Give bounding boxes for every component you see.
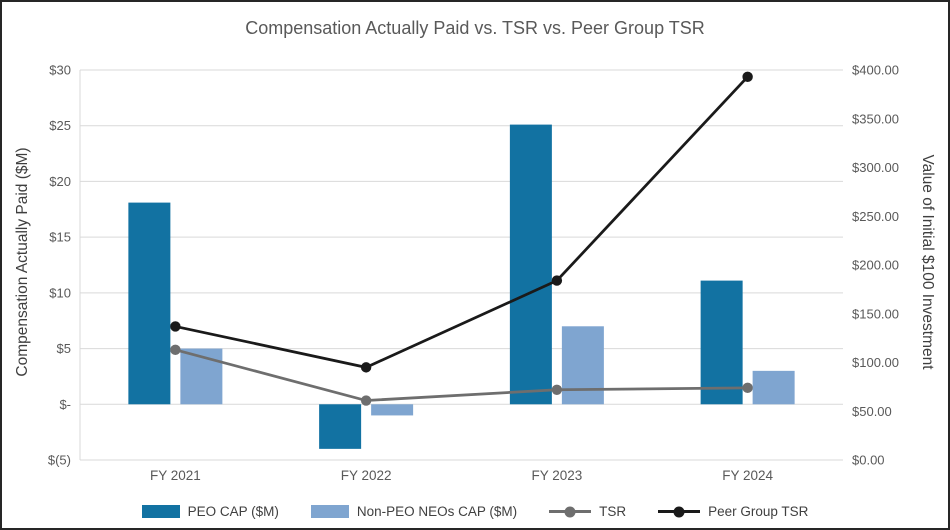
marker-peer-group-tsr (742, 71, 753, 83)
x-tick-label: FY 2021 (150, 468, 201, 483)
marker-peer-group-tsr (551, 275, 563, 286)
left-tick-label: $- (59, 397, 71, 412)
right-tick-label: $350.00 (852, 111, 899, 126)
bar-peo-cap-m- (700, 280, 743, 405)
legend: PEO CAP ($M) Non-PEO NEOs CAP ($M) TSR P… (2, 504, 948, 519)
x-tick-label: FY 2024 (722, 468, 773, 483)
legend-label-peer-group-tsr: Peer Group TSR (708, 504, 809, 519)
marker-tsr (360, 395, 372, 406)
right-tick-label: $300.00 (852, 160, 899, 175)
legend-label-tsr: TSR (599, 504, 627, 519)
marker-tsr (170, 344, 181, 356)
line-peer-group-tsr (175, 75, 749, 369)
peo-cap-swatch-icon (141, 505, 180, 518)
legend-item-peer-group-tsr: Peer Group TSR (658, 504, 808, 519)
right-tick-label: $100.00 (852, 355, 899, 370)
bar-peo-cap-m- (319, 404, 362, 449)
right-tick-label: $150.00 (852, 306, 899, 321)
right-tick-label: $0.00 (852, 453, 885, 468)
x-tick-label: FY 2023 (531, 468, 582, 483)
left-tick-label: $30 (49, 63, 71, 78)
legend-item-peo-cap: PEO CAP ($M) (141, 504, 279, 519)
x-tick-label: FY 2022 (341, 468, 392, 483)
bar-non-peo-neos-cap-m- (752, 370, 795, 405)
right-tick-label: $250.00 (852, 209, 899, 224)
marker-peer-group-tsr (360, 362, 372, 373)
non-peo-cap-swatch-icon (310, 505, 349, 518)
right-tick-label: $400.00 (852, 63, 899, 78)
left-tick-label: $20 (49, 174, 71, 189)
left-tick-label: $15 (49, 230, 71, 245)
marker-tsr (551, 384, 563, 395)
bar-peo-cap-m- (128, 202, 171, 405)
legend-item-tsr: TSR (549, 504, 626, 519)
bar-peo-cap-m- (509, 124, 552, 405)
legend-label-non-peo-cap: Non-PEO NEOs CAP ($M) (356, 504, 518, 519)
legend-item-non-peo-cap: Non-PEO NEOs CAP ($M) (310, 504, 518, 519)
right-tick-label: $50.00 (852, 404, 892, 419)
peer-group-tsr-line-swatch-icon (658, 505, 701, 518)
bar-non-peo-neos-cap-m- (371, 404, 414, 416)
left-tick-label: $10 (49, 285, 71, 300)
right-tick-label: $200.00 (852, 258, 899, 273)
left-tick-label: $(5) (48, 453, 71, 468)
left-tick-label: $5 (57, 341, 71, 356)
tsr-line-swatch-icon (549, 505, 592, 518)
marker-peer-group-tsr (170, 321, 181, 332)
left-tick-label: $25 (49, 118, 71, 133)
legend-label-peo-cap: PEO CAP ($M) (187, 504, 279, 519)
marker-tsr (742, 382, 753, 394)
bar-non-peo-neos-cap-m- (561, 326, 604, 405)
line-tsr (175, 348, 748, 402)
chart-title: Compensation Actually Paid vs. TSR vs. P… (245, 18, 705, 38)
